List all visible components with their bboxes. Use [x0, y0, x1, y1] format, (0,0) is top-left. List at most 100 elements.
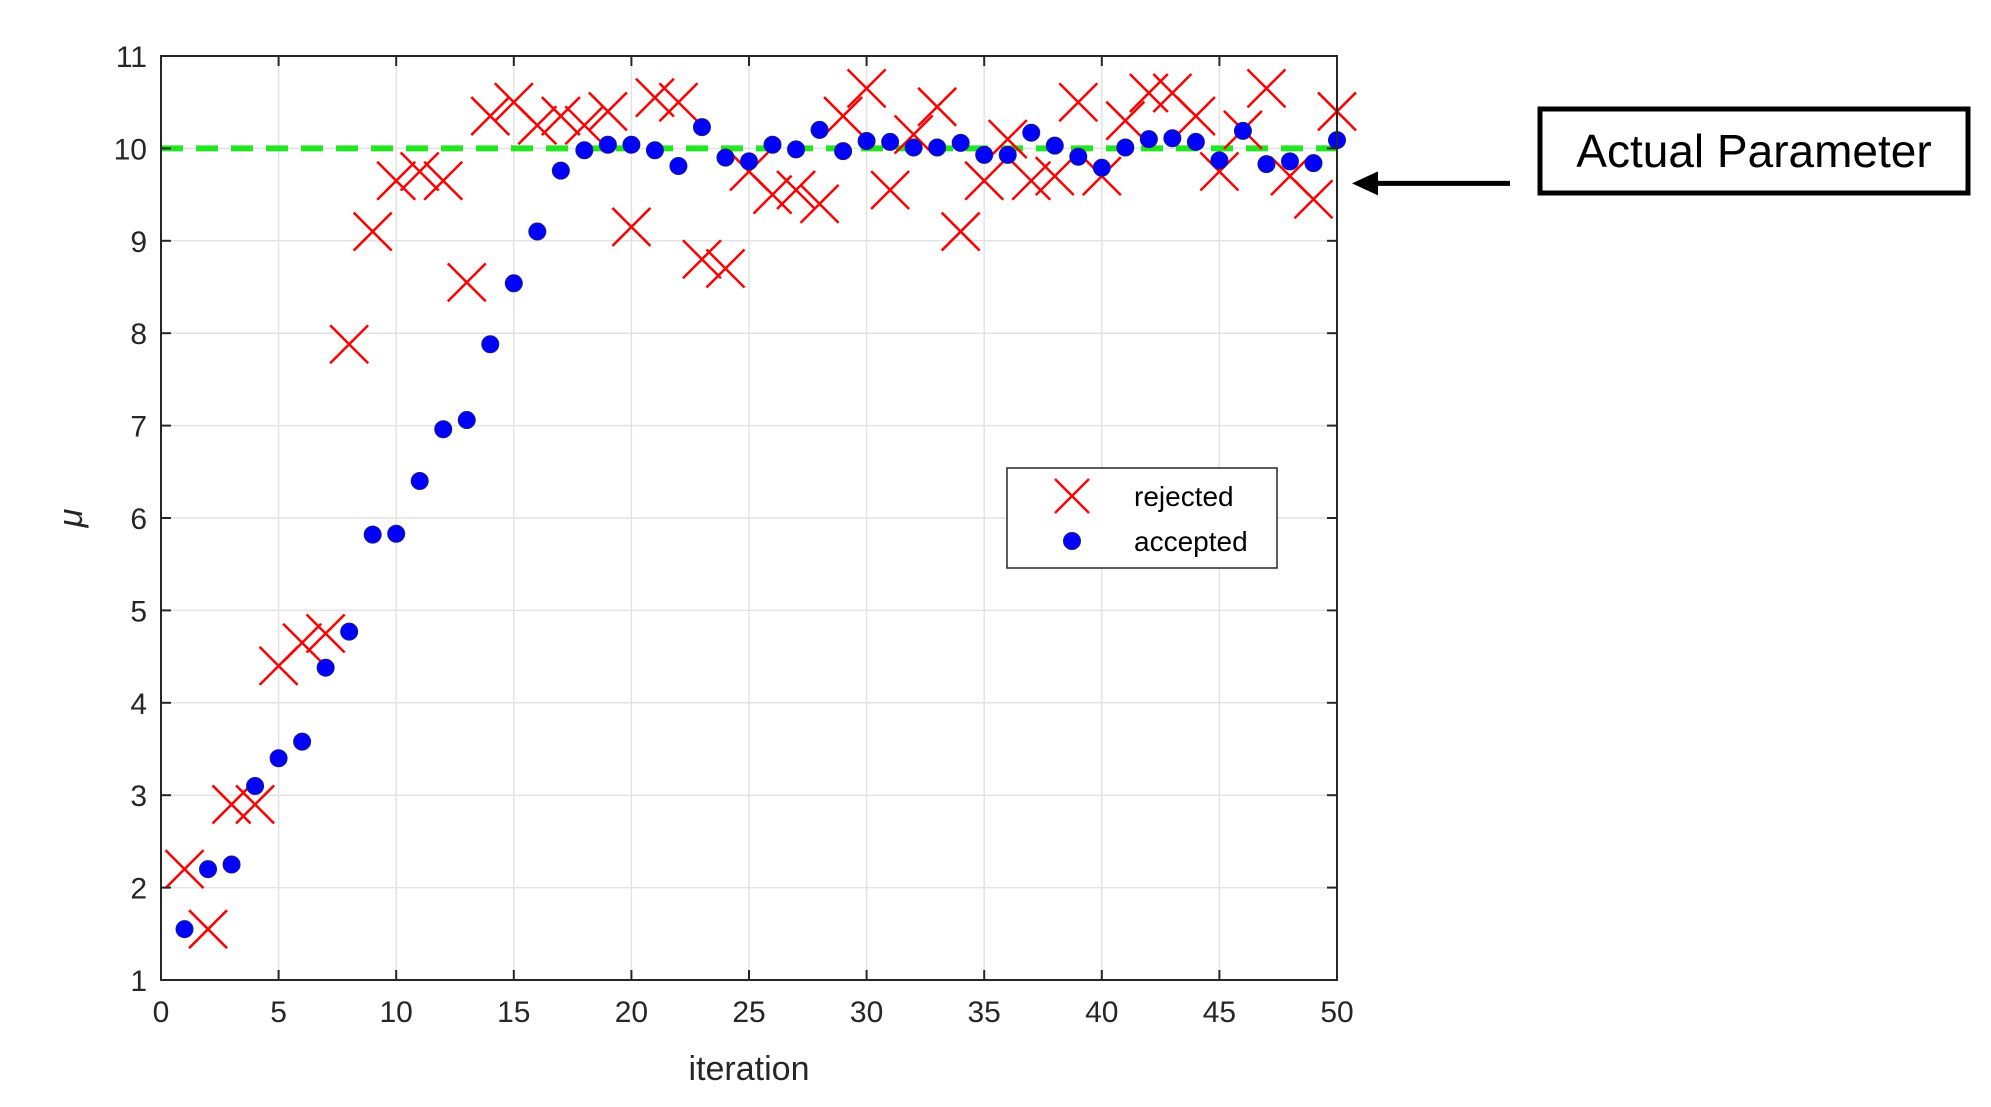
y-tick-label: 7	[130, 411, 147, 444]
y-tick-label: 4	[130, 688, 147, 721]
y-tick-label: 8	[130, 318, 147, 351]
accepted-point	[1186, 132, 1205, 151]
rejected-point	[188, 909, 228, 950]
accepted-point	[175, 920, 194, 939]
rejected-point	[799, 183, 840, 224]
legend-accepted-marker	[1063, 532, 1081, 550]
y-tick-label: 3	[130, 780, 147, 813]
x-tick-label: 15	[497, 996, 530, 1029]
accepted-point	[857, 132, 876, 151]
y-tick-label: 9	[130, 226, 147, 259]
accepted-point	[834, 142, 853, 161]
accepted-point	[410, 472, 429, 491]
rejected-point	[1128, 73, 1169, 113]
accepted-point	[481, 335, 500, 354]
accepted-point	[622, 135, 641, 154]
accepted-point	[504, 274, 523, 293]
accepted-point	[1280, 152, 1299, 171]
accepted-point	[740, 152, 758, 171]
legend-rejected-marker	[1054, 478, 1090, 514]
x-tick-label: 35	[968, 996, 1001, 1029]
rejected-point	[823, 96, 863, 136]
accepted-point	[575, 141, 594, 160]
rejected-point	[752, 174, 793, 215]
accepted-point	[293, 732, 312, 751]
accepted-point	[810, 120, 829, 139]
accepted-point	[551, 161, 570, 180]
accepted-point	[881, 132, 900, 151]
rejected-point	[1293, 179, 1334, 220]
rejected-point	[540, 96, 581, 136]
rejected-point	[987, 119, 1028, 160]
accepted-series	[175, 118, 1346, 939]
accepted-point	[1022, 123, 1041, 142]
annotation-box	[1537, 106, 1971, 196]
x-tick-label: 40	[1085, 996, 1118, 1029]
accepted-point	[434, 420, 453, 439]
accepted-point	[951, 133, 970, 152]
y-tick-label: 5	[130, 595, 147, 628]
x-tick-label: 10	[380, 996, 413, 1029]
accepted-point	[1139, 130, 1158, 149]
rejected-point	[870, 170, 911, 210]
rejected-point	[1011, 160, 1052, 201]
rejected-series	[164, 68, 1357, 950]
rejected-point	[776, 170, 816, 210]
rejected-point	[635, 77, 675, 118]
legend: rejected accepted	[1006, 467, 1278, 569]
x-tick-label: 5	[270, 996, 287, 1029]
accepted-point	[975, 145, 994, 164]
accepted-point	[528, 222, 547, 241]
accepted-point	[669, 156, 688, 175]
accepted-point	[763, 135, 782, 154]
accepted-point	[692, 118, 711, 137]
accepted-point	[222, 855, 241, 874]
rejected-point	[964, 160, 1005, 201]
rejected-point	[446, 262, 487, 303]
accepted-point	[1233, 121, 1252, 140]
y-tick-label: 6	[130, 503, 147, 536]
accepted-point	[246, 776, 265, 795]
y-tick-label: 10	[114, 133, 147, 166]
rejected-point	[329, 324, 370, 365]
rejected-point	[1246, 68, 1287, 109]
rejected-point	[940, 211, 981, 252]
y-tick-label: 2	[130, 873, 147, 906]
rejected-point	[587, 91, 628, 132]
arrowhead-icon	[1352, 171, 1378, 196]
accepted-point	[316, 658, 335, 677]
y-tick-label: 1	[130, 965, 147, 998]
rejected-point	[376, 160, 417, 201]
accepted-point	[1092, 158, 1111, 177]
accepted-point	[716, 148, 735, 167]
rejected-point	[846, 68, 887, 109]
annotation-text: Actual Parameter	[1576, 125, 1931, 177]
rejected-point	[1058, 82, 1099, 123]
rejected-point	[305, 613, 346, 654]
rejected-point	[1175, 96, 1216, 136]
rejected-point	[517, 105, 558, 146]
accepted-point	[1163, 129, 1182, 148]
rejected-point	[235, 784, 275, 825]
legend-accepted-label: accepted	[1134, 526, 1248, 557]
rejected-point	[470, 96, 511, 136]
accepted-point	[1045, 136, 1064, 155]
rejected-point	[282, 622, 323, 663]
y-axis-label: μ	[52, 508, 90, 528]
accepted-point	[340, 622, 359, 641]
accepted-point	[645, 141, 664, 160]
rejected-point	[658, 82, 699, 123]
legend-rejected-label: rejected	[1134, 481, 1234, 512]
accepted-point	[598, 135, 617, 154]
x-tick-label: 30	[850, 996, 883, 1029]
accepted-point	[363, 525, 382, 544]
x-tick-label: 45	[1203, 996, 1236, 1029]
x-axis-label: iteration	[689, 1050, 810, 1088]
rejected-point	[164, 849, 205, 890]
x-tick-label: 0	[153, 996, 170, 1029]
accepted-point	[787, 140, 806, 159]
rejected-point	[564, 105, 605, 146]
rejected-point	[611, 207, 652, 247]
